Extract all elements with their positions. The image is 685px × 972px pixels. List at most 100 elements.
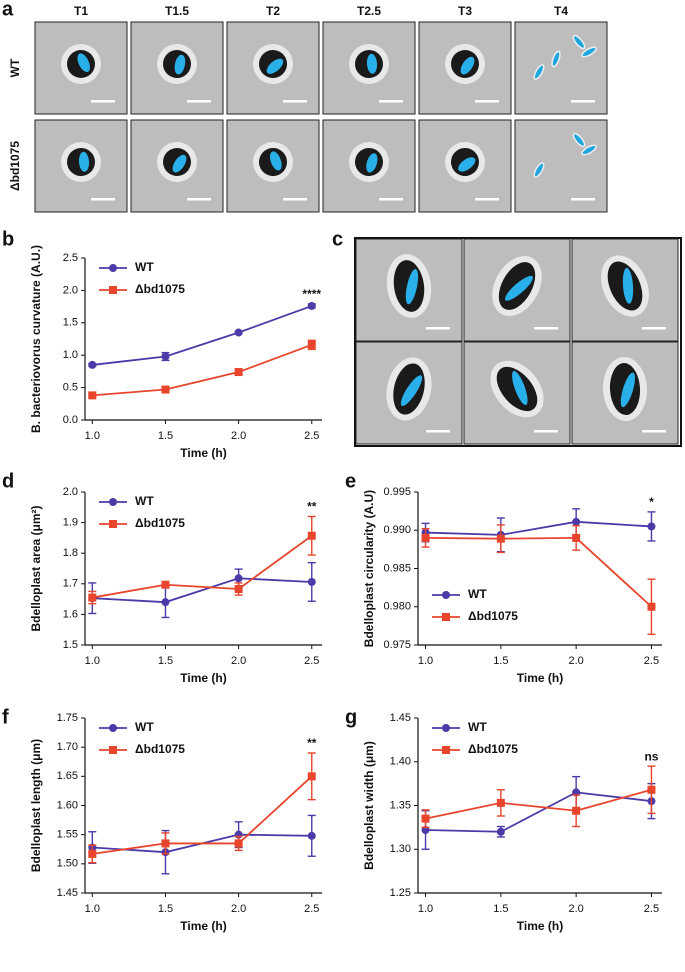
legend-label: WT	[135, 720, 154, 734]
scale-bar	[642, 430, 666, 433]
scale-bar	[571, 100, 595, 103]
significance: **	[307, 500, 317, 514]
data-point	[572, 533, 581, 542]
bdellovibrio	[512, 370, 528, 405]
data-point	[307, 831, 316, 840]
x-axis-label: Time (h)	[517, 671, 563, 685]
y-tick-label: 1.6	[63, 608, 78, 620]
scale-bar	[187, 198, 211, 201]
y-tick-label: 1.45	[390, 712, 411, 724]
legend-marker	[109, 520, 117, 528]
scale-bar	[426, 327, 450, 330]
legend-marker	[109, 264, 117, 272]
legend-label: Δbd1075	[135, 742, 185, 756]
scale-bar	[534, 327, 558, 330]
bacterium	[581, 144, 597, 156]
data-point	[88, 391, 97, 400]
panel-letter: e	[345, 470, 356, 492]
bdellovibrio	[622, 267, 634, 304]
bdellovibrio	[172, 154, 187, 173]
data-point	[161, 580, 170, 589]
data-point	[496, 827, 505, 836]
panel-letter: c	[332, 228, 343, 250]
bdellovibrio	[504, 275, 533, 301]
data-point	[234, 574, 243, 583]
legend-marker	[109, 498, 117, 506]
scale-bar	[379, 100, 403, 103]
micrograph	[514, 21, 608, 115]
x-axis-label: Time (h)	[517, 919, 563, 933]
x-tick-label: 2.5	[304, 903, 319, 915]
column-label: T1.5	[165, 4, 189, 18]
legend-marker	[109, 724, 117, 732]
data-point	[572, 806, 581, 815]
row-label: WT	[8, 58, 22, 77]
significance: *	[649, 495, 654, 509]
x-tick-label: 1.5	[158, 430, 173, 442]
y-tick-label: 1.65	[57, 770, 78, 782]
data-point	[421, 814, 430, 823]
scale-bar	[283, 198, 307, 201]
y-tick-label: 1.60	[57, 799, 78, 811]
y-axis-label: Bdelloplast length (μm)	[29, 739, 43, 872]
x-axis-label: Time (h)	[180, 446, 226, 460]
y-tick-label: 2.0	[63, 486, 78, 498]
data-point	[307, 577, 316, 586]
column-label: T2.5	[357, 4, 381, 18]
y-tick-label: 0.995	[383, 486, 411, 498]
y-axis-label: Bdelloplast circularity (A.U)	[362, 490, 376, 647]
x-tick-label: 1.0	[418, 655, 433, 667]
panel-letter: f	[2, 706, 9, 728]
data-point	[161, 385, 170, 394]
y-axis-label: Bdelloplast area (μm²)	[29, 505, 43, 631]
y-tick-label: 1.75	[57, 712, 78, 724]
y-tick-label: 2.5	[63, 252, 78, 264]
y-tick-label: 1.35	[390, 799, 411, 811]
scale-bar	[379, 198, 403, 201]
significance: ns	[644, 749, 658, 763]
legend-label: WT	[135, 260, 154, 274]
data-point	[307, 772, 316, 781]
column-label: T2	[266, 4, 280, 18]
data-point	[88, 593, 97, 602]
y-tick-label: 1.5	[63, 317, 78, 329]
x-tick-label: 2.5	[304, 430, 319, 442]
scale-bar	[283, 100, 307, 103]
bdellovibrio	[400, 375, 423, 406]
data-point	[496, 798, 505, 807]
data-point	[88, 360, 97, 369]
series-line	[92, 305, 313, 366]
series-line	[92, 775, 313, 855]
legend-marker	[442, 613, 450, 621]
x-axis-label: Time (h)	[180, 919, 226, 933]
y-axis-label: Bdelloplast width (μm)	[362, 741, 376, 870]
y-tick-label: 1.7	[63, 578, 78, 590]
legend-label: WT	[135, 494, 154, 508]
y-tick-label: 0.0	[63, 414, 78, 426]
x-tick-label: 2.5	[644, 903, 659, 915]
legend-marker	[442, 746, 450, 754]
y-tick-label: 1.9	[63, 517, 78, 529]
data-point	[161, 598, 170, 607]
y-tick-label: 0.975	[383, 639, 411, 651]
bdellovibrio	[620, 372, 635, 408]
data-point	[234, 585, 243, 594]
data-point	[647, 602, 656, 611]
bdellovibrio	[270, 151, 282, 171]
bdellovibrio	[366, 153, 378, 173]
legend-marker	[442, 724, 450, 732]
data-point	[234, 328, 243, 337]
y-tick-label: 1.70	[57, 741, 78, 753]
data-point	[307, 340, 316, 349]
bdellovibrio	[366, 53, 378, 74]
bacterium	[572, 34, 586, 50]
micrograph-frame	[354, 237, 682, 447]
scale-bar	[426, 430, 450, 433]
x-tick-label: 2.5	[304, 655, 319, 667]
bdellovibrio	[174, 54, 186, 75]
bacterium	[533, 64, 545, 80]
y-tick-label: 2.0	[63, 284, 78, 296]
legend-marker	[442, 591, 450, 599]
x-tick-label: 2.0	[231, 903, 246, 915]
data-point	[572, 517, 581, 526]
